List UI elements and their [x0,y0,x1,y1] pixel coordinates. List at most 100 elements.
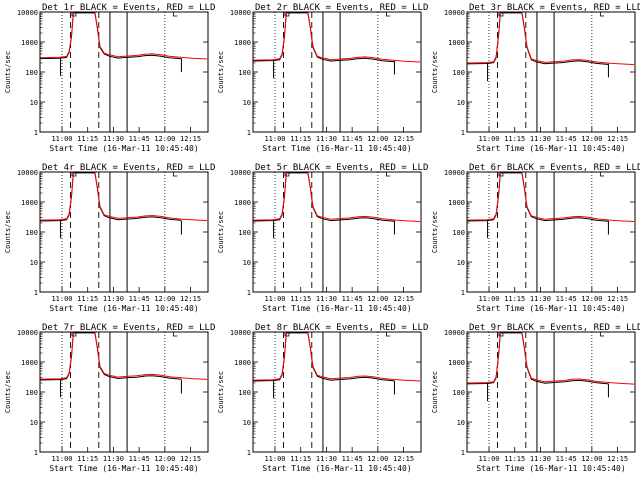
x-tick-label: 11:45 [129,455,150,463]
x-tick-label: 11:30 [316,455,337,463]
y-tick-label: 1 [247,289,251,297]
panel-det-2: Det 2r BLACK = Events, RED = LLD Counts/s… [217,3,428,153]
plot-frame [252,11,422,133]
x-tick-label: 12:00 [581,295,602,303]
attenuator-flag [284,172,290,177]
x-axis-label: Start Time (16-Mar-11 10:45:40) [49,144,198,153]
y-tick-label: 10 [243,259,251,267]
x-tick-label: 11:45 [342,295,363,303]
panel-det-7: Det 7r BLACK = Events, RED = LLD Counts/s… [4,323,215,473]
x-tick-label: 12:00 [581,455,602,463]
y-tick-label: 10000 [17,329,38,337]
lld-series-line [39,11,208,60]
panel-det-3: Det 3r BLACK = Events, RED = LLD Counts/s… [431,3,640,153]
x-axis-label: Start Time (16-Mar-11 10:45:40) [476,464,625,473]
x-tick-label: 11:00 [478,135,499,143]
x-tick-label: 11:30 [530,135,551,143]
y-tick-label: 1000 [21,359,38,367]
attenuator-flag [385,172,391,177]
x-tick-label: 12:00 [367,295,388,303]
panel-det-1: Det 1r BLACK = Events, RED = LLD Counts/s… [4,3,215,153]
x-tick-label: 11:30 [103,455,124,463]
y-tick-label: 10 [457,259,465,267]
x-tick-label: 12:15 [180,455,201,463]
panel-title: Det 9r BLACK = Events, RED = LLD [469,323,640,333]
attenuator-flag [284,332,290,337]
x-tick-label: 11:45 [342,135,363,143]
y-tick-label: 1000 [234,199,251,207]
attenuator-flag [385,332,391,337]
x-tick-label: 11:15 [504,455,525,463]
lld-series-line [39,331,208,380]
x-tick-label: 11:45 [342,455,363,463]
y-tick-label: 10000 [17,9,38,17]
y-tick-label: 100 [238,389,251,397]
y-tick-label: 1000 [21,39,38,47]
y-tick-label: 1000 [234,359,251,367]
y-axis-label: Counts/sec [217,211,225,253]
attenuator-flag [172,332,178,337]
attenuator-flag [172,12,178,17]
plot-frame [466,171,636,293]
x-tick-label: 11:15 [77,455,98,463]
events-series-line [39,12,182,60]
x-tick-label: 11:45 [129,135,150,143]
events-series-line [252,12,395,63]
x-tick-label: 11:30 [316,135,337,143]
x-axis-label: Start Time (16-Mar-11 10:45:40) [262,304,411,313]
x-axis-label: Start Time (16-Mar-11 10:45:40) [476,304,625,313]
x-tick-label: 12:00 [367,135,388,143]
y-axis-label: Counts/sec [431,51,439,93]
panel-det-9: Det 9r BLACK = Events, RED = LLD Counts/s… [431,323,640,473]
x-tick-label: 11:00 [264,295,285,303]
x-tick-label: 12:00 [581,135,602,143]
panel-title: Det 3r BLACK = Events, RED = LLD [469,3,640,13]
x-tick-label: 11:30 [530,295,551,303]
events-series-line [466,172,609,222]
y-tick-label: 1000 [448,39,465,47]
y-tick-label: 100 [25,389,38,397]
lld-series-line [466,11,635,66]
y-tick-label: 10 [457,419,465,427]
x-tick-label: 11:00 [51,455,72,463]
lld-series-line [466,171,635,222]
plot-frame [39,11,209,133]
y-tick-label: 1 [247,129,251,137]
x-tick-label: 12:00 [154,455,175,463]
x-tick-label: 11:45 [556,135,577,143]
y-tick-label: 10 [243,419,251,427]
attenuator-flag [172,172,178,177]
y-tick-label: 100 [452,229,465,237]
y-axis-label: Counts/sec [431,371,439,413]
x-tick-label: 11:00 [51,135,72,143]
panel-det-5: Det 5r BLACK = Events, RED = LLD Counts/s… [217,163,428,313]
plot-frame [252,171,422,293]
x-tick-label: 12:15 [607,455,628,463]
y-tick-label: 100 [238,69,251,77]
y-tick-label: 10 [30,259,38,267]
x-axis-label: Start Time (16-Mar-11 10:45:40) [49,304,198,313]
x-axis-label: Start Time (16-Mar-11 10:45:40) [262,464,411,473]
panel-title: Det 5r BLACK = Events, RED = LLD [255,163,428,173]
y-tick-label: 10 [243,99,251,107]
x-tick-label: 12:15 [607,135,628,143]
lld-series-line [252,331,421,382]
attenuator-flag [71,332,77,337]
y-tick-label: 100 [25,229,38,237]
y-axis-label: Counts/sec [4,51,12,93]
x-tick-label: 12:15 [393,135,414,143]
y-tick-label: 10000 [444,329,465,337]
attenuator-flag [599,332,605,337]
x-tick-label: 11:00 [264,135,285,143]
panel-title: Det 1r BLACK = Events, RED = LLD [42,3,215,13]
y-tick-label: 10 [30,419,38,427]
events-series-line [466,332,609,385]
y-tick-label: 1 [461,289,465,297]
y-tick-label: 10 [30,99,38,107]
y-axis-label: Counts/sec [431,211,439,253]
panel-det-8: Det 8r BLACK = Events, RED = LLD Counts/s… [217,323,428,473]
x-tick-label: 11:30 [103,135,124,143]
x-tick-label: 11:30 [530,455,551,463]
panel-title: Det 6r BLACK = Events, RED = LLD [469,163,640,173]
y-tick-label: 1 [247,449,251,457]
